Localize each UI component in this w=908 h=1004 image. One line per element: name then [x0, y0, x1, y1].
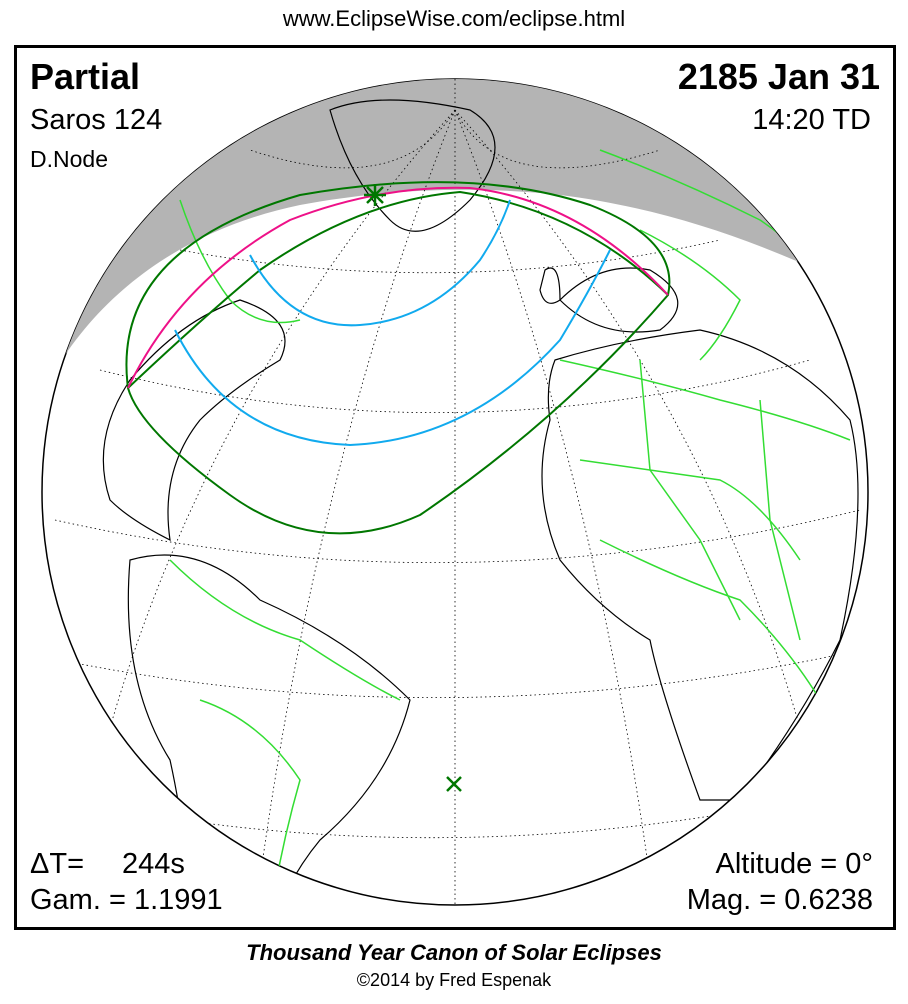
eclipse-date: 2185 Jan 31: [677, 56, 880, 97]
canon-title: Thousand Year Canon of Solar Eclipses: [246, 940, 662, 965]
subsolar-point-x-icon: [446, 776, 462, 792]
globe-map: [41, 78, 869, 906]
magnitude-curve-1: [249, 199, 511, 327]
magnitude-curve-2: [174, 249, 611, 447]
gamma: Gam. = 1.1991: [30, 884, 223, 916]
penumbra-limit-inner: [127, 190, 669, 389]
delta-t-value: 244s: [122, 848, 185, 880]
source-url: www.EclipseWise.com/eclipse.html: [282, 6, 626, 31]
magnitude: Mag. = 0.6238: [686, 884, 873, 916]
coastlines: [102, 99, 859, 905]
copyright: ©2014 by Fred Espenak: [356, 970, 552, 990]
eclipse-type: Partial: [30, 56, 141, 97]
greatest-eclipse-star-icon: [364, 184, 386, 206]
night-region: [42, 79, 868, 420]
eclipse-time: 14:20 TD: [752, 104, 871, 136]
node: D.Node: [30, 146, 108, 172]
map-frame: Partial 2185 Jan 31 Saros 124 14:20 TD D…: [14, 45, 896, 930]
altitude: Altitude = 0°: [715, 848, 873, 880]
delta-t-label: ΔT=: [30, 848, 85, 880]
saros-number: Saros 124: [30, 104, 163, 136]
